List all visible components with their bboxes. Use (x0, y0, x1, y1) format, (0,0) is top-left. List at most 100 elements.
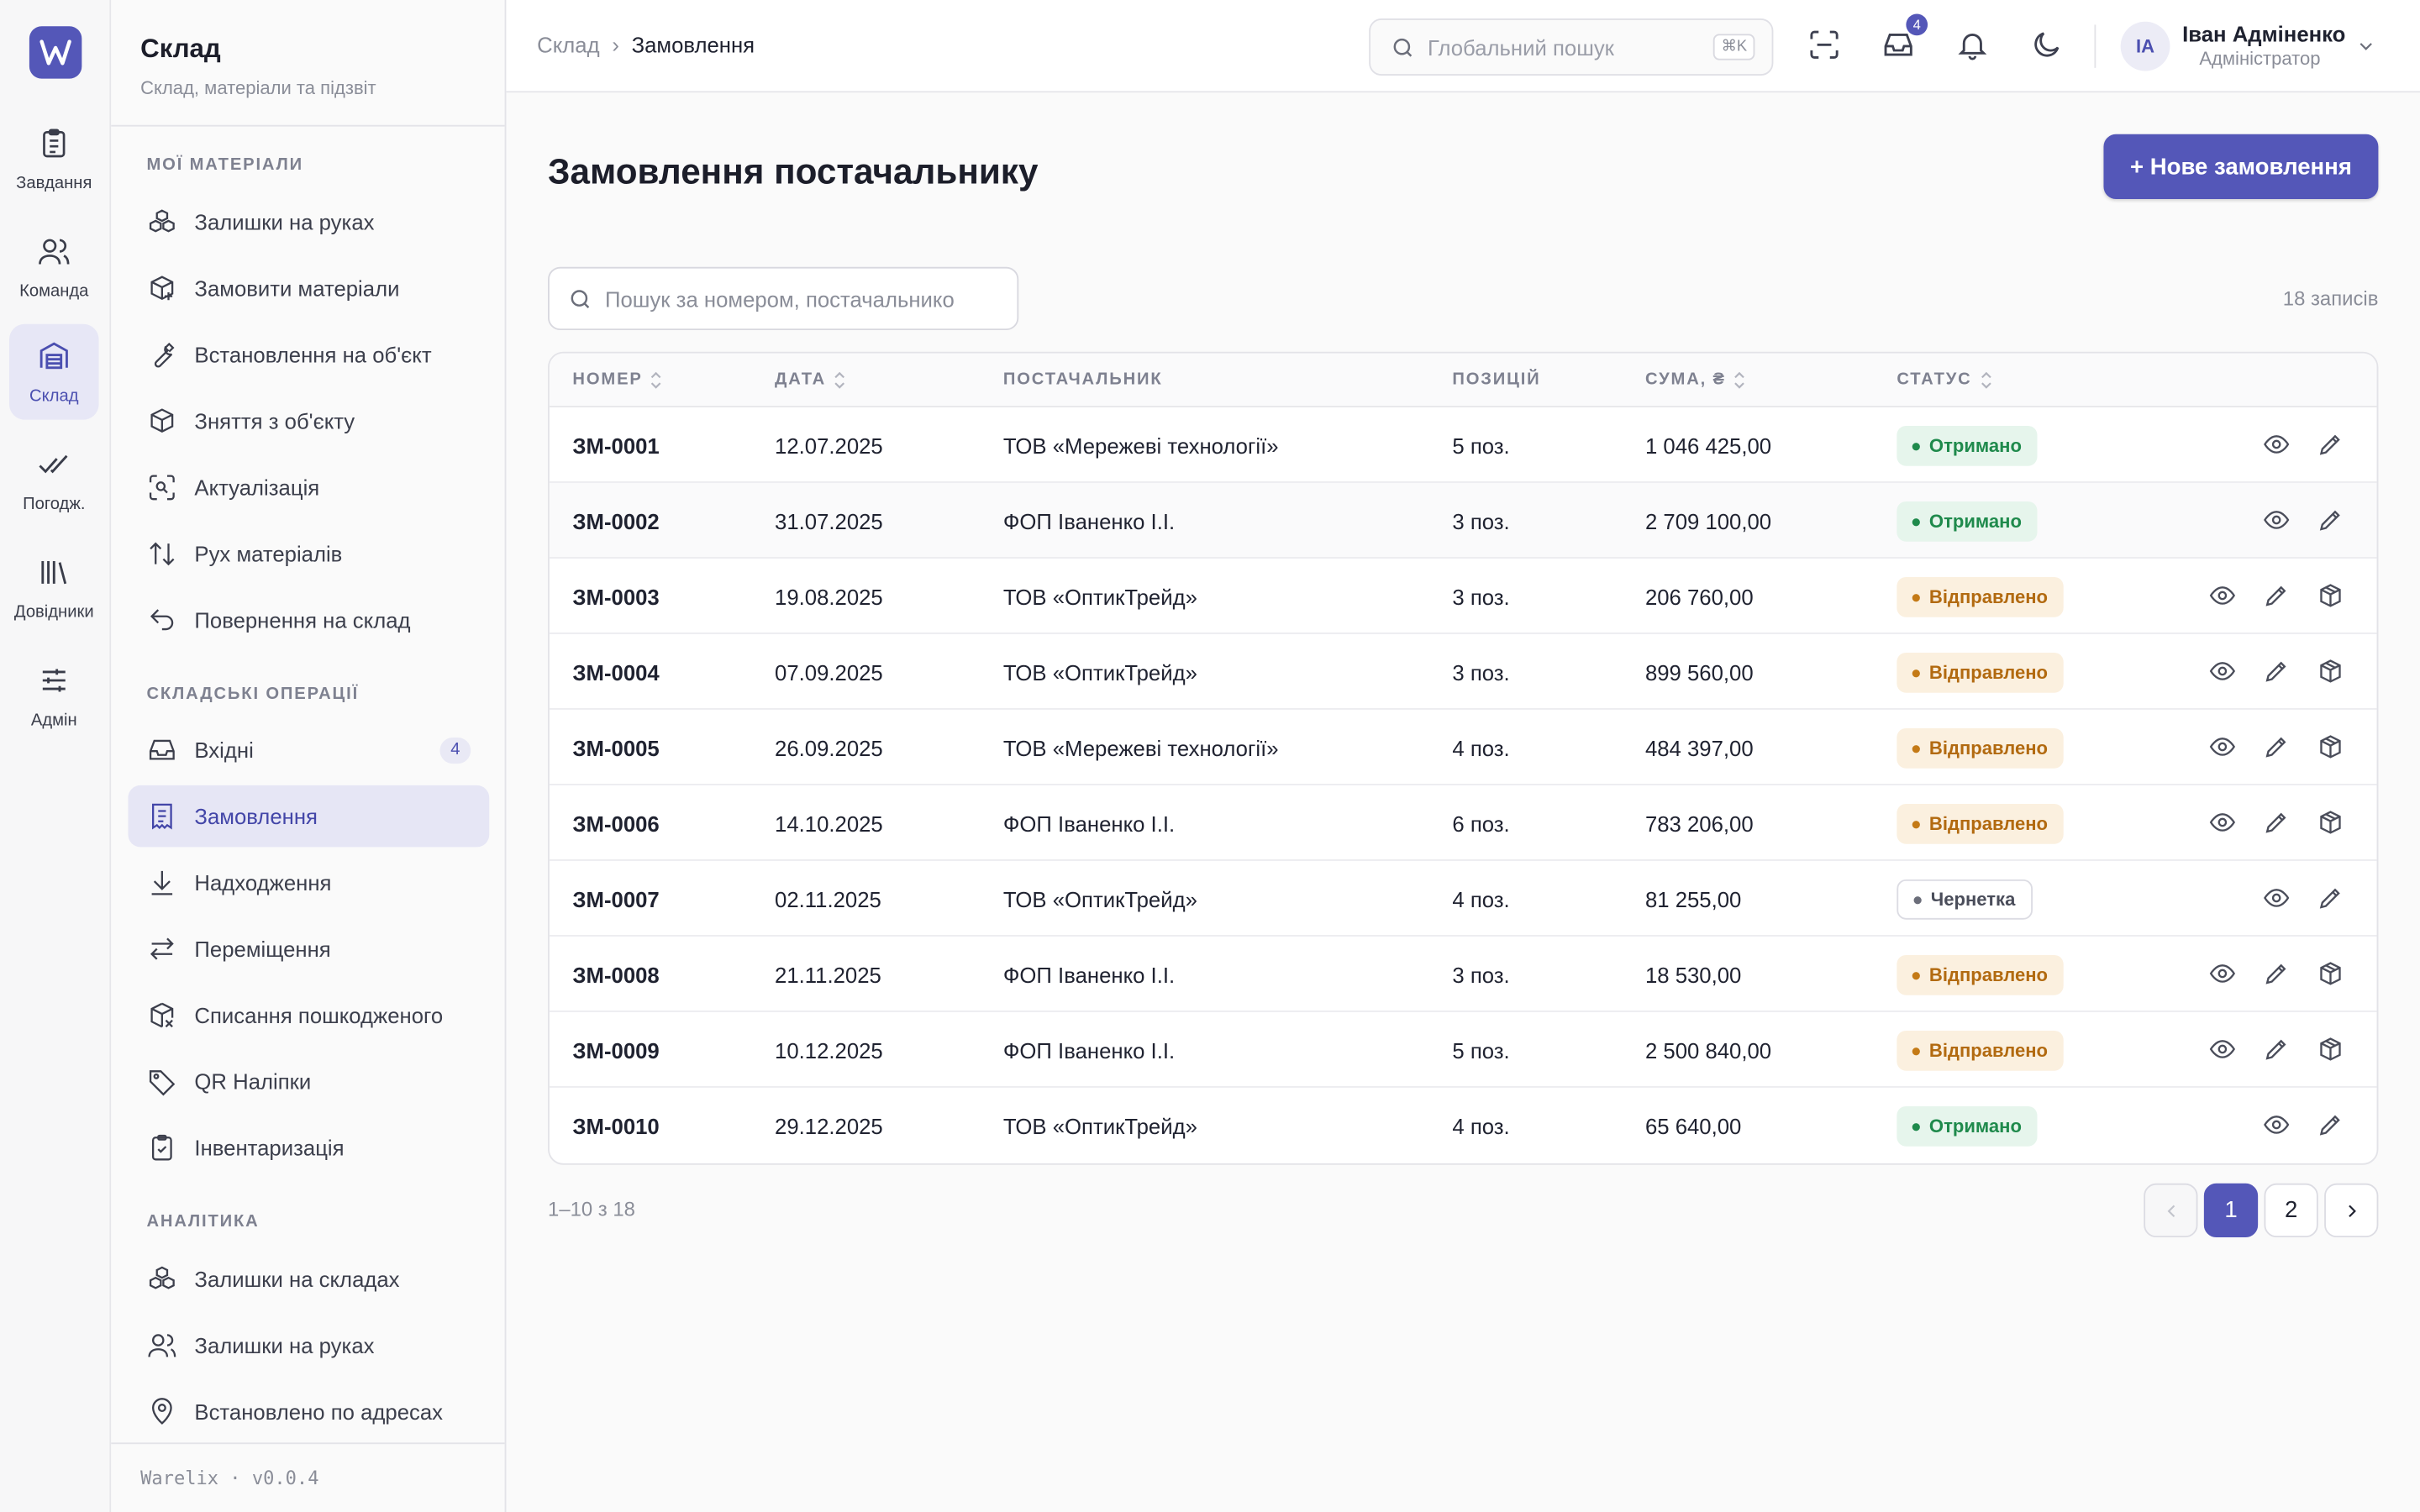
sidebar-item-stock-hands[interactable]: Залишки на руках (128, 1315, 489, 1376)
rail-item-tasks[interactable]: Завдання (9, 111, 99, 207)
global-search-input[interactable] (1427, 34, 1691, 60)
orders-search-input[interactable] (605, 286, 992, 312)
column-supplier: Постачальник (1003, 370, 1163, 389)
edit-pencil-icon[interactable] (2317, 506, 2344, 533)
view-eye-icon[interactable] (2208, 959, 2236, 987)
theme-toggle-button[interactable] (2029, 28, 2066, 65)
sidebar-item-return[interactable]: Повернення на склад (128, 590, 489, 651)
inbox-icon (1884, 34, 1912, 56)
sidebar-item-actualization[interactable]: Актуалізація (128, 457, 489, 518)
orders-search[interactable] (548, 266, 1019, 331)
breadcrumb-warehouse[interactable]: Склад (537, 32, 600, 57)
order-number[interactable]: ЗМ-0007 (572, 887, 660, 912)
table-row[interactable]: ЗМ-0006 14.10.2025 ФОП Іваненко І.І. 6 поз.… (549, 785, 2377, 861)
bell-icon (1958, 34, 1987, 60)
table-row[interactable]: ЗМ-0010 29.12.2025 ТОВ «ОптикТрейд» 4 поз. 6… (550, 1088, 2377, 1163)
edit-pencil-icon[interactable] (2263, 959, 2291, 987)
table-row[interactable]: ЗМ-0001 12.07.2025 ТОВ «Мережеві технологі… (549, 407, 2377, 483)
view-eye-icon[interactable] (2263, 1110, 2291, 1138)
sidebar-item-install[interactable]: Встановлення на об'єкт (128, 324, 489, 386)
inbox-button[interactable]: 4 (1881, 13, 1928, 65)
sidebar-item-qr-labels[interactable]: QR Наліпки (128, 1051, 489, 1112)
table-row[interactable]: ЗМ-0009 10.12.2025 ФОП Іваненко І.І. 5 поз.… (549, 1012, 2377, 1088)
edit-pencil-icon[interactable] (2263, 581, 2291, 609)
edit-pencil-icon[interactable] (2317, 430, 2344, 458)
status-badge: Отримано (1897, 425, 2038, 466)
order-supplier: ТОВ «ОптикТрейд» (1002, 585, 1197, 610)
order-number[interactable]: ЗМ-0001 (572, 433, 660, 459)
sidebar-item-installed-addresses[interactable]: Встановлено по адресах (128, 1381, 489, 1442)
notifications-button[interactable] (1955, 28, 1992, 65)
rail-item-directories[interactable]: Довідники (9, 540, 99, 636)
sidebar-item-removal[interactable]: Зняття з об'єкту (128, 391, 489, 452)
order-number[interactable]: ЗМ-0003 (572, 585, 660, 610)
view-eye-icon[interactable] (2208, 732, 2236, 760)
edit-pencil-icon[interactable] (2263, 657, 2291, 685)
view-eye-icon[interactable] (2208, 657, 2236, 685)
table-row[interactable]: ЗМ-0002 31.07.2025 ФОП Іваненко І.І. 3 поз.… (549, 482, 2377, 559)
edit-pencil-icon[interactable] (2263, 1035, 2291, 1063)
new-order-button[interactable]: + Нове замовлення (2103, 134, 2379, 199)
sidebar-item-transfers[interactable]: Переміщення (128, 918, 489, 979)
view-eye-icon[interactable] (2208, 1035, 2236, 1063)
order-number[interactable]: ЗМ-0004 (572, 660, 660, 685)
receive-package-icon[interactable] (2317, 1035, 2344, 1063)
sidebar-item-writeoff[interactable]: Списання пошкодженого (128, 984, 489, 1046)
column-status[interactable]: Статус (1897, 370, 1991, 389)
global-search[interactable]: ⌘K (1369, 18, 1774, 76)
scan-button[interactable] (1807, 28, 1844, 65)
sidebar-item-inventory[interactable]: Інвентаризація (128, 1117, 489, 1179)
order-items: 4 поз. (1452, 1114, 1510, 1139)
column-sum[interactable]: Сума, ₴ (1645, 370, 1746, 389)
table-row[interactable]: ЗМ-0005 26.09.2025 ТОВ «Мережеві технологі… (549, 710, 2377, 785)
download-icon (151, 870, 173, 895)
sidebar-item-on-hand[interactable]: Залишки на руках (128, 192, 489, 253)
edit-pencil-icon[interactable] (2263, 808, 2291, 836)
view-eye-icon[interactable] (2208, 808, 2236, 836)
order-number[interactable]: ЗМ-0006 (572, 811, 660, 837)
table-row[interactable]: ЗМ-0004 07.09.2025 ТОВ «ОптикТрейд» 3 поз. 8… (549, 634, 2377, 710)
pagination-next-button[interactable] (2324, 1183, 2379, 1238)
view-eye-icon[interactable] (2263, 430, 2291, 458)
sidebar-item-receipts[interactable]: Надходження (128, 852, 489, 913)
edit-pencil-icon[interactable] (2317, 1110, 2344, 1138)
order-number[interactable]: ЗМ-0002 (572, 509, 660, 534)
pagination-prev-button[interactable] (2144, 1183, 2198, 1238)
column-number[interactable]: Номер (572, 370, 662, 389)
sidebar-item-order-materials[interactable]: Замовити матеріали (128, 258, 489, 319)
view-eye-icon[interactable] (2208, 581, 2236, 609)
order-number[interactable]: ЗМ-0009 (572, 1038, 660, 1063)
receive-package-icon[interactable] (2317, 732, 2344, 760)
receive-package-icon[interactable] (2317, 808, 2344, 836)
pagination-page-2[interactable]: 2 (2264, 1183, 2318, 1238)
receive-package-icon[interactable] (2317, 657, 2344, 685)
chevron-down-icon[interactable] (2355, 35, 2377, 57)
table-row[interactable]: ЗМ-0003 19.08.2025 ТОВ «ОптикТрейд» 3 поз. 2… (549, 559, 2377, 634)
view-eye-icon[interactable] (2263, 506, 2291, 533)
order-number[interactable]: ЗМ-0008 (572, 963, 660, 988)
rail-item-admin[interactable]: Адмін (9, 648, 99, 743)
receive-package-icon[interactable] (2317, 959, 2344, 987)
table-row[interactable]: ЗМ-0007 02.11.2025 ТОВ «ОптикТрейд» 4 поз. 8… (549, 861, 2377, 937)
rail-item-approvals[interactable]: Погодж. (9, 432, 99, 528)
sidebar-item-movement[interactable]: Рух матеріалів (128, 523, 489, 585)
sidebar-item-stock-warehouses[interactable]: Залишки на складах (128, 1248, 489, 1310)
user-name[interactable]: Іван Адміненко (2182, 21, 2346, 47)
sidebar-item-inbox[interactable]: Вхідні 4 (128, 719, 489, 780)
pagination-page-1[interactable]: 1 (2203, 1183, 2259, 1238)
order-number[interactable]: ЗМ-0010 (572, 1114, 660, 1139)
view-eye-icon[interactable] (2263, 884, 2291, 911)
edit-pencil-icon[interactable] (2317, 884, 2344, 911)
app-logo[interactable] (29, 26, 82, 79)
receive-package-icon[interactable] (2317, 581, 2344, 609)
status-label: Відправлено (1928, 737, 2049, 759)
table-row[interactable]: ЗМ-0008 21.11.2025 ФОП Іваненко І.І. 3 поз.… (549, 937, 2377, 1012)
sidebar-item-orders[interactable]: Замовлення (128, 785, 490, 848)
rail-item-team[interactable]: Команда (9, 219, 99, 315)
order-number[interactable]: ЗМ-0005 (572, 736, 660, 761)
user-avatar[interactable]: IA (2120, 21, 2170, 71)
rail-item-warehouse[interactable]: Склад (9, 323, 99, 420)
table-header: Номер Дата Постачальник Позицій Сума, ₴ (549, 353, 2377, 407)
edit-pencil-icon[interactable] (2263, 732, 2291, 760)
column-date[interactable]: Дата (775, 370, 846, 389)
